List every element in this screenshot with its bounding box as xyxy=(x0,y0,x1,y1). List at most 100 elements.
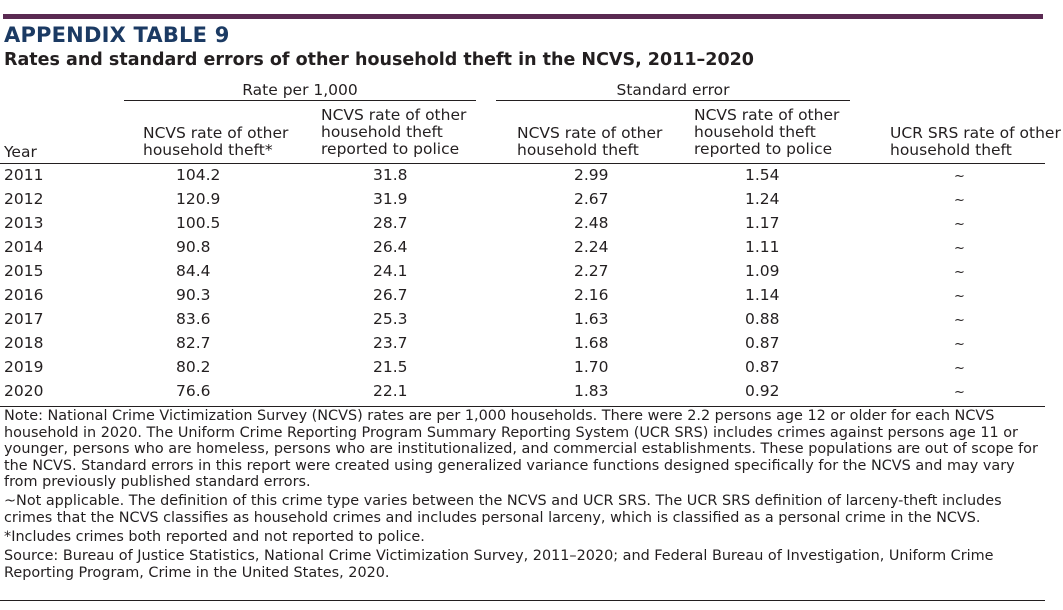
cell-rate-police: 31.8 xyxy=(373,166,408,184)
cell-se-police: 1.54 xyxy=(745,166,780,184)
cell-rate-police: 24.1 xyxy=(373,262,408,280)
cell-rate-police: 22.1 xyxy=(373,382,408,400)
cell-ucr: ~ xyxy=(954,217,965,232)
cell-se-police: 1.14 xyxy=(745,286,780,304)
cell-rate-ncvs: 104.2 xyxy=(176,166,221,184)
col-header-line: household theft xyxy=(321,123,443,141)
cell-ucr: ~ xyxy=(954,265,965,280)
group-header-rate: Rate per 1,000 xyxy=(242,81,358,99)
cell-se-police: 0.87 xyxy=(745,358,780,376)
col-header-line: NCVS rate of other xyxy=(694,106,840,124)
cell-se-police: 0.92 xyxy=(745,382,780,400)
cell-rate-ncvs: 76.6 xyxy=(176,382,211,400)
cell-rate-ncvs: 100.5 xyxy=(176,214,221,232)
cell-year: 2016 xyxy=(4,286,44,304)
table-row: 2017 83.6 25.3 1.63 0.88 ~ xyxy=(4,310,1044,334)
cell-se-police: 1.09 xyxy=(745,262,780,280)
cell-year: 2017 xyxy=(4,310,44,328)
cell-ucr: ~ xyxy=(954,169,965,184)
group-rule-rate xyxy=(124,100,476,101)
cell-rate-ncvs: 84.4 xyxy=(176,262,211,280)
cell-year: 2019 xyxy=(4,358,44,376)
top-rule xyxy=(3,14,1043,19)
cell-se-ncvs: 2.99 xyxy=(574,166,609,184)
cell-rate-police: 25.3 xyxy=(373,310,408,328)
col-header-line: household theft xyxy=(694,123,816,141)
cell-se-ncvs: 2.67 xyxy=(574,190,609,208)
cell-ucr: ~ xyxy=(954,361,965,376)
cell-ucr: ~ xyxy=(954,193,965,208)
cell-ucr: ~ xyxy=(954,313,965,328)
table-row: 2011 104.2 31.8 2.99 1.54 ~ xyxy=(4,166,1044,190)
cell-rate-police: 23.7 xyxy=(373,334,408,352)
header-rule xyxy=(0,163,1045,164)
col-header-line: reported to police xyxy=(694,140,833,158)
cell-se-ncvs: 2.48 xyxy=(574,214,609,232)
cell-se-police: 1.17 xyxy=(745,214,780,232)
table-row: 2012 120.9 31.9 2.67 1.24 ~ xyxy=(4,190,1044,214)
table-bottom-rule xyxy=(0,406,1045,407)
cell-se-ncvs: 1.70 xyxy=(574,358,609,376)
cell-rate-ncvs: 90.8 xyxy=(176,238,211,256)
cell-se-ncvs: 2.27 xyxy=(574,262,609,280)
asterisk-footnote: *Includes crimes both reported and not r… xyxy=(4,529,425,546)
table-row: 2014 90.8 26.4 2.24 1.11 ~ xyxy=(4,238,1044,262)
cell-ucr: ~ xyxy=(954,337,965,352)
col-header-rate-ncvs: NCVS rate of other household theft* xyxy=(143,125,288,159)
table-notes: Note: National Crime Victimization Surve… xyxy=(4,408,1044,584)
cell-ucr: ~ xyxy=(954,289,965,304)
cell-rate-police: 26.4 xyxy=(373,238,408,256)
col-header-line: NCVS rate of other xyxy=(143,124,289,142)
group-rule-se xyxy=(496,100,850,101)
cell-rate-ncvs: 83.6 xyxy=(176,310,211,328)
cell-se-police: 1.11 xyxy=(745,238,780,256)
cell-ucr: ~ xyxy=(954,385,965,400)
col-header-line: household theft xyxy=(890,141,1012,159)
col-header-rate-police: NCVS rate of other household theft repor… xyxy=(321,107,466,158)
cell-ucr: ~ xyxy=(954,241,965,256)
cell-rate-ncvs: 90.3 xyxy=(176,286,211,304)
end-rule xyxy=(0,600,1045,601)
col-header-line: NCVS rate of other xyxy=(517,124,663,142)
cell-se-ncvs: 1.63 xyxy=(574,310,609,328)
table-title: Rates and standard errors of other house… xyxy=(4,50,754,70)
note-text: Note: National Crime Victimization Surve… xyxy=(4,408,1038,491)
cell-rate-ncvs: 120.9 xyxy=(176,190,221,208)
cell-year: 2011 xyxy=(4,166,44,184)
table-row: 2020 76.6 22.1 1.83 0.92 ~ xyxy=(4,382,1044,406)
cell-rate-police: 26.7 xyxy=(373,286,408,304)
cell-se-ncvs: 2.16 xyxy=(574,286,609,304)
cell-se-police: 0.88 xyxy=(745,310,780,328)
col-header-line: UCR SRS rate of other xyxy=(890,124,1061,142)
tilde-footnote: ~Not applicable. The definition of this … xyxy=(4,493,1002,527)
source-text: Source: Bureau of Justice Statistics, Na… xyxy=(4,548,994,581)
cell-rate-ncvs: 80.2 xyxy=(176,358,211,376)
cell-year: 2013 xyxy=(4,214,44,232)
cell-year: 2020 xyxy=(4,382,44,400)
col-header-line: NCVS rate of other xyxy=(321,106,467,124)
cell-year: 2012 xyxy=(4,190,44,208)
table-row: 2016 90.3 26.7 2.16 1.14 ~ xyxy=(4,286,1044,310)
cell-rate-police: 28.7 xyxy=(373,214,408,232)
table-row: 2019 80.2 21.5 1.70 0.87 ~ xyxy=(4,358,1044,382)
cell-se-ncvs: 2.24 xyxy=(574,238,609,256)
col-header-se-police: NCVS rate of other household theft repor… xyxy=(694,107,839,158)
cell-se-ncvs: 1.83 xyxy=(574,382,609,400)
table-row: 2013 100.5 28.7 2.48 1.17 ~ xyxy=(4,214,1044,238)
col-header-line: household theft* xyxy=(143,141,273,159)
col-header-ucr: UCR SRS rate of other household theft xyxy=(890,125,1061,159)
cell-rate-police: 21.5 xyxy=(373,358,408,376)
col-header-year: Year xyxy=(4,143,37,161)
cell-year: 2015 xyxy=(4,262,44,280)
cell-se-police: 1.24 xyxy=(745,190,780,208)
col-header-line: reported to police xyxy=(321,140,460,158)
col-header-se-ncvs: NCVS rate of other household theft xyxy=(517,125,662,159)
cell-rate-police: 31.9 xyxy=(373,190,408,208)
cell-year: 2018 xyxy=(4,334,44,352)
col-header-line: household theft xyxy=(517,141,639,159)
cell-se-ncvs: 1.68 xyxy=(574,334,609,352)
cell-rate-ncvs: 82.7 xyxy=(176,334,211,352)
group-header-se: Standard error xyxy=(616,81,730,99)
appendix-label: APPENDIX TABLE 9 xyxy=(4,23,230,47)
table-row: 2015 84.4 24.1 2.27 1.09 ~ xyxy=(4,262,1044,286)
